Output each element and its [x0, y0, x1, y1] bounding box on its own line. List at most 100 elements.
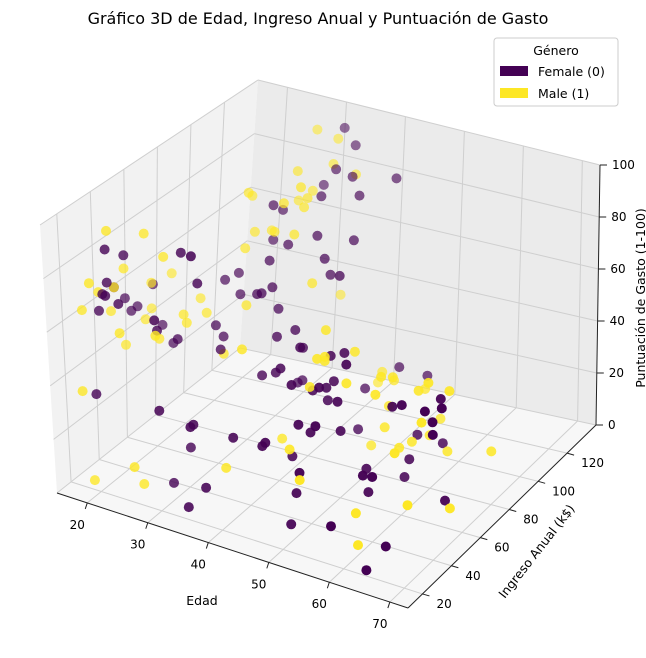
grid-line-z-left — [43, 133, 255, 280]
grid-line-y-left — [89, 191, 100, 460]
scatter-point-female — [332, 396, 343, 407]
scatter-point-male — [312, 353, 323, 364]
scatter-point-female — [335, 426, 346, 436]
x-tick-mark — [205, 542, 209, 549]
scatter-point-male — [335, 289, 346, 300]
scatter-point-male — [221, 462, 232, 473]
scatter-point-female — [354, 190, 365, 201]
scatter-point-female — [427, 429, 438, 440]
grid-line-y-left — [123, 169, 128, 438]
scatter-point-male — [114, 328, 125, 339]
scatter-point-female — [350, 140, 361, 151]
scatter-point-male — [293, 195, 304, 206]
scatter-point-female — [185, 442, 196, 453]
scatter-point-female — [268, 200, 279, 211]
y-tick-label: 100 — [552, 484, 575, 498]
scatter-point-female — [325, 269, 336, 280]
x-tick-label: 60 — [312, 597, 327, 611]
scatter-point-male — [195, 293, 206, 304]
x-axis-line — [56, 492, 409, 609]
grid-line-z-back — [247, 240, 598, 322]
scatter-point-female — [322, 395, 333, 406]
scatter-point-male — [406, 436, 417, 447]
scatter-point-female — [286, 519, 297, 530]
scatter-point-female — [412, 429, 423, 440]
scatter-point-female — [310, 421, 321, 432]
scatter-point-male — [387, 372, 398, 383]
scatter-point-female — [91, 389, 102, 400]
y-tick-mark — [538, 480, 546, 484]
scatter-point-male — [292, 166, 303, 177]
scatter-point-male — [296, 182, 306, 193]
scatter-point-female — [361, 565, 372, 576]
scatter-point-male — [486, 446, 497, 457]
scatter-point-male — [166, 268, 177, 279]
scatter-point-male — [106, 306, 116, 317]
scatter-point-female — [272, 331, 282, 342]
scatter-point-male — [299, 202, 310, 213]
scatter-point-female — [339, 122, 350, 133]
scatter-point-female — [437, 438, 448, 449]
scatter-point-male — [389, 448, 400, 459]
scatter-point-female — [235, 289, 246, 300]
scatter-point-male — [320, 325, 331, 336]
grid-line-y-floor — [70, 481, 423, 595]
scatter-point-male — [307, 185, 318, 196]
scatter-point-female — [215, 344, 226, 355]
scatter-point-male — [158, 251, 169, 262]
scatter-point-female — [435, 394, 446, 404]
z-tick-label: 80 — [611, 210, 626, 224]
scatter-point-female — [391, 173, 402, 184]
y-tick-mark — [480, 537, 488, 541]
scatter-point-female — [283, 239, 294, 250]
scatter-point-female — [99, 244, 110, 255]
scatter-point-female — [394, 362, 405, 373]
y-tick-label: 80 — [523, 512, 538, 526]
scatter-point-male — [140, 314, 151, 325]
y-tick-mark — [509, 508, 517, 512]
scatter-point-female — [154, 405, 165, 416]
scatter-point-female — [297, 375, 308, 386]
scatter-point-male — [402, 500, 413, 511]
grid-line-x-back — [392, 116, 406, 382]
scatter-point-female — [314, 382, 325, 393]
grid-line-x-back — [331, 101, 347, 368]
grid-line-z-left — [39, 79, 259, 226]
scatter-point-female — [220, 274, 231, 285]
scatter-point-female — [169, 477, 179, 488]
y-tick-label: 20 — [436, 597, 451, 611]
scatter-point-female — [316, 191, 327, 202]
scatter-point-female — [363, 487, 374, 498]
x-tick-label: 30 — [130, 538, 145, 552]
scatter-point-male — [129, 462, 140, 473]
grid-line-x-floor — [328, 407, 517, 583]
scatter-point-male — [349, 346, 360, 357]
scatter-point-female — [260, 437, 271, 448]
scatter-point-male — [413, 385, 424, 396]
scatter-point-male — [442, 446, 453, 457]
scatter-point-female — [321, 382, 332, 393]
scatter-point-female — [268, 234, 279, 245]
scatter-point-female — [348, 235, 359, 246]
grid-line-z-back — [254, 133, 600, 218]
scatter-point-female — [334, 270, 345, 281]
scatter-point-male — [150, 330, 161, 341]
scatter-point-female — [286, 380, 297, 390]
x-tick-label: 70 — [372, 617, 387, 631]
scatter-point-female — [360, 383, 371, 394]
scatter-point-female — [396, 400, 407, 411]
scatter-point-male — [201, 307, 212, 318]
grid-line-z-back — [257, 79, 601, 166]
y-tick-mark — [451, 565, 459, 569]
scatter-point-male — [350, 508, 361, 519]
scatter-point-female — [357, 470, 368, 481]
scatter-point-male — [444, 503, 455, 514]
scatter-point-female — [326, 521, 336, 532]
scatter-point-male — [366, 440, 377, 451]
scatter-point-male — [289, 229, 300, 240]
scatter-point-male — [423, 377, 434, 388]
legend-swatch-male — [500, 88, 528, 98]
x-tick-mark — [84, 502, 88, 510]
grid-line-y-floor — [99, 459, 452, 567]
